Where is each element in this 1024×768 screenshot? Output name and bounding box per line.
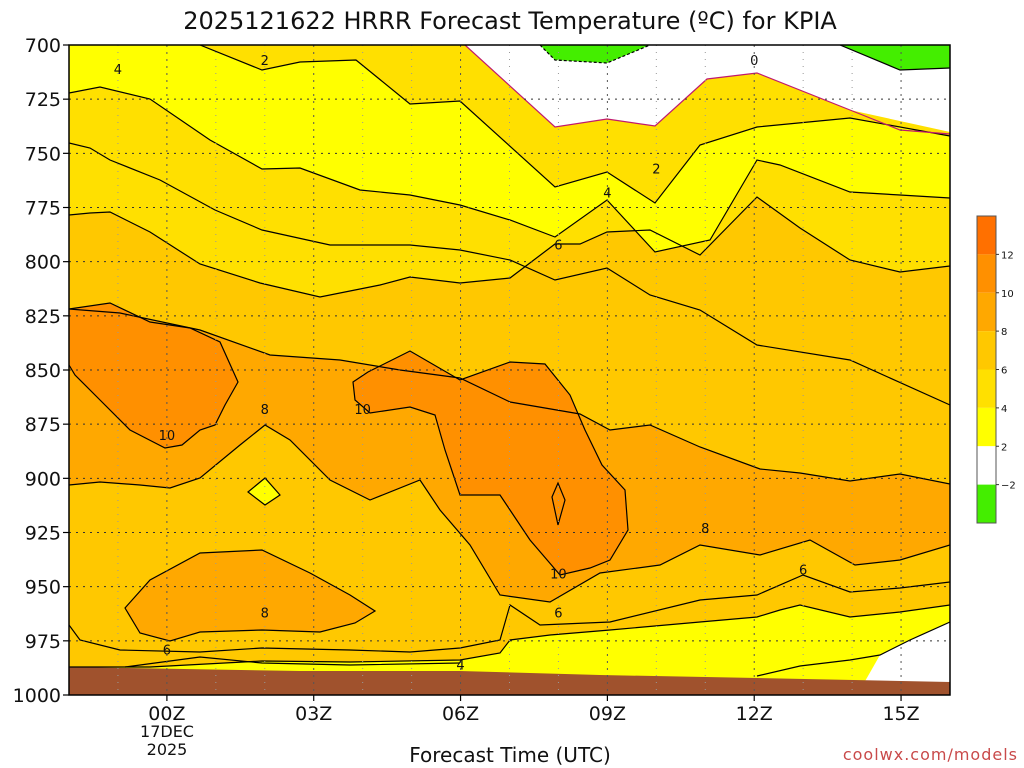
contour-line	[69, 302, 239, 449]
y-tick-label: 825	[25, 306, 61, 328]
y-tick-label: 900	[25, 468, 61, 490]
contour-line	[124, 656, 461, 668]
band-below-neg2	[540, 45, 650, 63]
y-tick-label: 875	[25, 414, 61, 436]
colorbar-segment	[977, 407, 996, 447]
contour-label: 2	[652, 163, 660, 178]
contour-line	[69, 424, 950, 603]
y-tick-label: 850	[25, 360, 61, 382]
band-below-neg2-right	[840, 45, 950, 70]
colorbar-label: −2	[1001, 481, 1016, 492]
y-tick-label: 1000	[13, 685, 61, 707]
colorbar-label: 12	[1001, 250, 1014, 261]
colorbar-segment	[977, 292, 996, 332]
contour-line	[551, 481, 566, 526]
band-2-4-blob	[248, 478, 280, 505]
y-tick-label: 950	[25, 577, 61, 599]
contour-label: 8	[261, 607, 269, 622]
band-0-2	[465, 45, 950, 132]
contour-label: 6	[554, 238, 562, 253]
y-tick-label: 925	[25, 523, 61, 545]
contour-line	[69, 574, 950, 653]
colorbar-label: 8	[1001, 327, 1007, 338]
contour-line	[69, 308, 950, 485]
temperature-fill-layer	[69, 45, 950, 695]
y-tick-label: 800	[25, 252, 61, 274]
x-tick-label: 12Z	[736, 703, 773, 725]
contour-line	[69, 142, 950, 406]
contour-label: 10	[354, 403, 371, 418]
date-label-day: 17DEC	[140, 722, 194, 741]
colorbar-segment	[977, 446, 996, 485]
band-8-10-lower	[125, 550, 375, 641]
contour-label: 10	[550, 568, 567, 583]
x-tick-label: 15Z	[882, 703, 919, 725]
band-0-2-lower	[860, 622, 950, 695]
y-tick-label: 775	[25, 198, 61, 220]
watermark: coolwx.com/models	[843, 745, 1018, 764]
contour-line	[756, 621, 950, 677]
contour-label: 10	[159, 429, 176, 444]
contour-label: 6	[799, 563, 807, 578]
contour-line	[352, 350, 629, 576]
contour-label: 6	[554, 607, 562, 622]
x-axis-label: Forecast Time (UTC)	[409, 743, 611, 767]
ground-surface	[69, 667, 950, 695]
colorbar-segment	[977, 331, 996, 370]
colorbar: −2 2 4 6 8 10 12	[976, 215, 1016, 524]
contour-label: 2	[261, 54, 269, 69]
x-tick-label: 06Z	[442, 703, 479, 725]
contour-labels: 2 4 0 2 4 6 8 10 10 8 6 10 6 8 6 4	[114, 54, 808, 674]
y-tick-label: 725	[25, 89, 61, 111]
contour-label: 4	[603, 186, 611, 201]
x-tick-label: 09Z	[589, 703, 626, 725]
colorbar-segment	[977, 369, 996, 408]
colorbar-label: 4	[1001, 404, 1007, 415]
x-tick-label: 00Z	[148, 703, 185, 725]
colorbar-segment	[977, 484, 996, 523]
contour-line-neg2	[839, 45, 950, 71]
contour-line	[69, 604, 950, 668]
colorbar-segment	[977, 216, 996, 255]
y-tick-label: 700	[25, 35, 61, 57]
contour-label: 6	[163, 644, 171, 659]
contour-line	[199, 45, 950, 204]
contour-line	[247, 477, 281, 506]
y-tick-label: 975	[25, 631, 61, 653]
contour-label: 4	[456, 659, 464, 674]
contour-line-zero	[464, 45, 950, 135]
colorbar-segment	[977, 254, 996, 293]
contour-line	[124, 549, 377, 642]
contour-lines	[69, 45, 950, 677]
contour-line-neg2	[539, 45, 651, 64]
colorbar-label: 10	[1001, 289, 1014, 300]
contour-label: 8	[701, 522, 709, 537]
colorbar-label: 6	[1001, 366, 1007, 377]
contour-label: 4	[114, 63, 122, 78]
contour-label: 0	[750, 54, 758, 69]
x-tick-label: 03Z	[295, 703, 332, 725]
y-axis: 700 725 750 775 800 825 850 875 900 925 950 975 1000	[13, 35, 69, 707]
band-2-4	[69, 45, 950, 252]
y-tick-label: 750	[25, 143, 61, 165]
x-axis: 00Z 03Z 06Z 09Z 12Z 15Z	[148, 695, 920, 725]
colorbar-label: 2	[1001, 442, 1007, 453]
band-10-12-left	[69, 303, 238, 448]
date-label-year: 2025	[147, 740, 188, 759]
chart-title: 2025121622 HRRR Forecast Temperature (ºC…	[183, 7, 837, 35]
contour-label: 8	[261, 403, 269, 418]
